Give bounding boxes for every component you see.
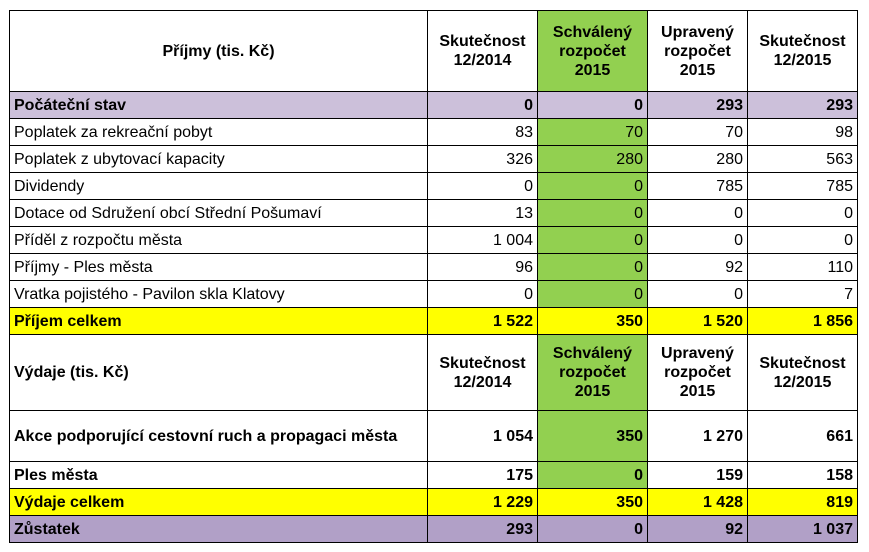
income-label: Vratka pojistého - Pavilon skla Klatovy [9,280,428,308]
income-v2: 0 [537,199,648,227]
income-header-row: Příjmy (tis. Kč) Skutečnost 12/2014 Schv… [9,10,858,92]
opening-label: Počáteční stav [9,91,428,119]
income-v3: 70 [647,118,748,146]
balance-label: Zůstatek [9,515,428,543]
expense-row: Akce podporující cestovní ruch a propaga… [9,410,858,462]
exp-col-approved-2015: Schválený rozpočet 2015 [537,334,648,411]
income-total-v3: 1 520 [647,307,748,335]
balance-v1: 293 [427,515,538,543]
income-row: Dotace od Sdružení obcí Střední Pošumaví… [9,199,858,227]
col-actual-2015: Skutečnost 12/2015 [747,10,858,92]
income-row: Příjmy - Ples města 96 0 92 110 [9,253,858,281]
col-actual-2014: Skutečnost 12/2014 [427,10,538,92]
expense-v4: 158 [747,461,858,489]
income-v4: 7 [747,280,858,308]
budget-table: Příjmy (tis. Kč) Skutečnost 12/2014 Schv… [9,10,858,543]
expense-v1: 1 054 [427,410,538,462]
income-total-v4: 1 856 [747,307,858,335]
income-label: Poplatek z ubytovací kapacity [9,145,428,173]
expense-row: Ples města 175 0 159 158 [9,461,858,489]
income-v1: 0 [427,280,538,308]
income-v2: 0 [537,172,648,200]
income-row: Poplatek z ubytovací kapacity 326 280 28… [9,145,858,173]
opening-v4: 293 [747,91,858,119]
opening-v1: 0 [427,91,538,119]
income-v3: 280 [647,145,748,173]
income-v2: 0 [537,253,648,281]
opening-balance-row: Počáteční stav 0 0 293 293 [9,91,858,119]
income-v4: 110 [747,253,858,281]
expense-label: Ples města [9,461,428,489]
income-v4: 98 [747,118,858,146]
expense-header-label: Výdaje (tis. Kč) [9,334,428,411]
income-v3: 0 [647,226,748,254]
exp-col-actual-2015: Skutečnost 12/2015 [747,334,858,411]
income-v4: 0 [747,199,858,227]
income-label: Příjmy - Ples města [9,253,428,281]
balance-row: Zůstatek 293 0 92 1 037 [9,515,858,543]
expense-v3: 1 270 [647,410,748,462]
income-v3: 785 [647,172,748,200]
income-row: Dividendy 0 0 785 785 [9,172,858,200]
income-total-v2: 350 [537,307,648,335]
exp-col-adjusted-2015: Upravený rozpočet 2015 [647,334,748,411]
income-v1: 96 [427,253,538,281]
income-label: Příděl z rozpočtu města [9,226,428,254]
income-label: Dividendy [9,172,428,200]
expense-v2: 0 [537,461,648,489]
opening-v3: 293 [647,91,748,119]
income-label: Poplatek za rekreační pobyt [9,118,428,146]
income-v4: 563 [747,145,858,173]
income-v3: 0 [647,199,748,227]
income-total-v1: 1 522 [427,307,538,335]
income-v3: 92 [647,253,748,281]
expense-header-row: Výdaje (tis. Kč) Skutečnost 12/2014 Schv… [9,334,858,411]
balance-v2: 0 [537,515,648,543]
expense-total-v4: 819 [747,488,858,516]
col-approved-2015: Schválený rozpočet 2015 [537,10,648,92]
col-adjusted-2015: Upravený rozpočet 2015 [647,10,748,92]
income-v1: 1 004 [427,226,538,254]
expense-total-v2: 350 [537,488,648,516]
balance-v3: 92 [647,515,748,543]
income-v2: 0 [537,280,648,308]
income-row: Vratka pojistého - Pavilon skla Klatovy … [9,280,858,308]
opening-v2: 0 [537,91,648,119]
balance-v4: 1 037 [747,515,858,543]
income-v1: 0 [427,172,538,200]
income-v2: 0 [537,226,648,254]
income-total-row: Příjem celkem 1 522 350 1 520 1 856 [9,307,858,335]
income-v4: 785 [747,172,858,200]
income-v4: 0 [747,226,858,254]
income-row: Poplatek za rekreační pobyt 83 70 70 98 [9,118,858,146]
income-v3: 0 [647,280,748,308]
expense-total-label: Výdaje celkem [9,488,428,516]
income-v2: 70 [537,118,648,146]
income-row: Příděl z rozpočtu města 1 004 0 0 0 [9,226,858,254]
expense-v4: 661 [747,410,858,462]
exp-col-actual-2014: Skutečnost 12/2014 [427,334,538,411]
expense-total-v1: 1 229 [427,488,538,516]
expense-total-v3: 1 428 [647,488,748,516]
income-header-label: Příjmy (tis. Kč) [9,10,428,92]
income-v2: 280 [537,145,648,173]
income-v1: 83 [427,118,538,146]
income-label: Dotace od Sdružení obcí Střední Pošumaví [9,199,428,227]
expense-v2: 350 [537,410,648,462]
income-v1: 326 [427,145,538,173]
income-v1: 13 [427,199,538,227]
expense-v1: 175 [427,461,538,489]
expense-total-row: Výdaje celkem 1 229 350 1 428 819 [9,488,858,516]
expense-v3: 159 [647,461,748,489]
income-total-label: Příjem celkem [9,307,428,335]
expense-label: Akce podporující cestovní ruch a propaga… [9,410,428,462]
